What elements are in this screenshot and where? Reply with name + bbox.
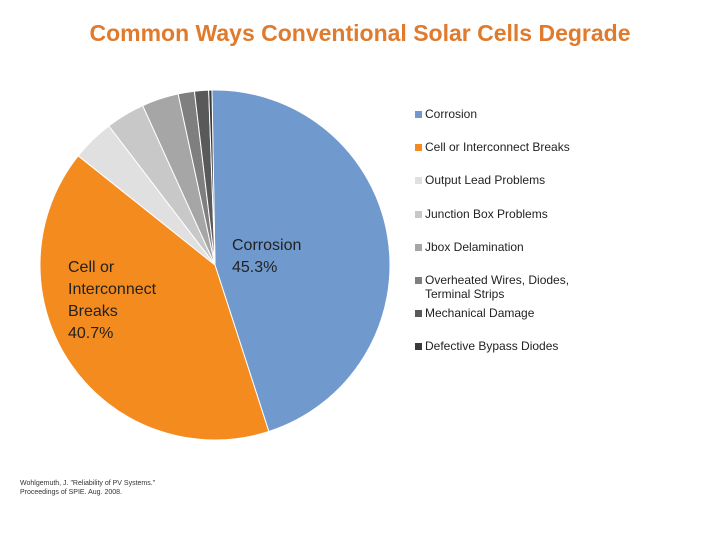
legend-swatch-output-lead [415, 177, 422, 184]
source-citation: Wohlgemuth, J. "Reliability of PV System… [20, 479, 220, 497]
legend-label-output-lead: Output Lead Problems [425, 173, 546, 187]
source-citation-line: Proceedings of SPIE. Aug. 2008. [20, 489, 122, 496]
pie-slice-corrosion [211, 89, 391, 433]
legend-swatch-bypass-diodes [415, 343, 422, 350]
legend-item-cell-breaks: Cell or Interconnect Breaks [415, 140, 595, 154]
legend-label-corrosion: Corrosion [425, 107, 478, 121]
legend-swatch-junction-box [415, 211, 422, 218]
legend-item-corrosion: Corrosion [415, 107, 595, 121]
legend-item-output-lead: Output Lead Problems [415, 173, 595, 187]
pie-slice-defective-bypass-diodes [208, 89, 216, 266]
legend-label-mechanical-damage: Mechanical Damage [425, 306, 535, 320]
legend-label-junction-box: Junction Box Problems [425, 207, 548, 221]
legend-swatch-cell-breaks [415, 144, 422, 151]
legend-label-jbox-delamination: Jbox Delamination [425, 240, 524, 254]
legend-swatch-corrosion [415, 111, 422, 118]
data-label-cell-or-interconnect-breaks: Cell or Interconnect Breaks 40.7% [68, 259, 157, 342]
legend: Corrosion Cell or Interconnect Breaks Ou… [415, 0, 715, 540]
source-citation-line: Wohlgemuth, J. "Reliability of PV System… [20, 480, 156, 487]
chart-title: Common Ways Conventional Solar Cells Deg… [89, 20, 631, 46]
legend-swatch-mechanical-damage [415, 310, 422, 317]
legend-label-cell-breaks: Cell or Interconnect Breaks [425, 140, 570, 154]
legend-swatch-jbox-delamination [415, 244, 422, 251]
pie-chart: Corrosion 45.3% Cell or Interconnect Breaks 4… [39, 89, 391, 441]
legend-swatch-overheated-wires [415, 277, 422, 284]
legend-item-jbox-delamination: Jbox Delamination [415, 240, 595, 254]
data-label-corrosion: Corrosion 45.3% [232, 237, 301, 276]
legend-item-mechanical-damage: Mechanical Damage [415, 306, 595, 320]
legend-item-junction-box: Junction Box Problems [415, 207, 595, 221]
legend-label-overheated-wires: Overheated Wires, Diodes, Terminal Strip… [425, 273, 570, 301]
legend-item-overheated-wires: Overheated Wires, Diodes, Terminal Strip… [415, 273, 595, 301]
legend-label-bypass-diodes: Defective Bypass Diodes [425, 339, 559, 353]
legend-item-bypass-diodes: Defective Bypass Diodes [415, 339, 595, 353]
pie-slice-cell-or-interconnect-breaks [39, 155, 270, 441]
